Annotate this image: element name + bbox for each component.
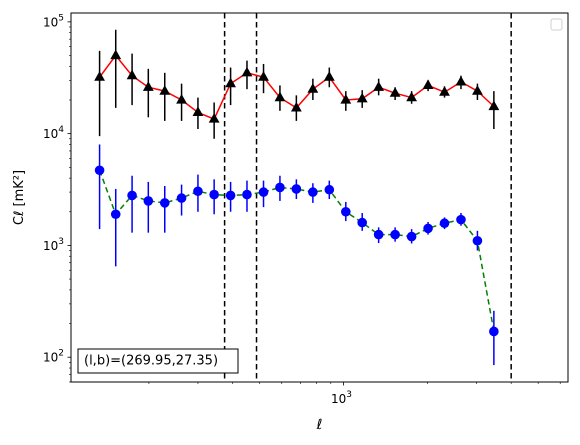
series-0-point xyxy=(159,85,171,95)
series-0-point xyxy=(142,81,154,91)
series-1-point xyxy=(472,235,483,246)
series-0-point xyxy=(340,93,352,104)
plot-area xyxy=(94,13,512,382)
legend-frame xyxy=(550,18,563,31)
series-1-point xyxy=(423,223,433,234)
y-tick-label: 105 xyxy=(43,13,64,29)
x-axis-label: ℓ xyxy=(316,417,323,433)
series-1-point xyxy=(373,229,384,240)
series-0-point xyxy=(455,75,467,86)
series-1-point xyxy=(341,206,351,217)
series-0-point xyxy=(406,91,418,102)
series-1-point xyxy=(456,214,466,225)
series-1-point xyxy=(209,189,219,200)
series-1-point xyxy=(225,190,236,201)
x-tick-label: 103 xyxy=(331,390,352,406)
legend xyxy=(550,18,563,31)
series-0-point xyxy=(126,69,138,80)
y-tick-label: 102 xyxy=(43,349,64,365)
y-axis-label: Cℓ [mK²] xyxy=(12,170,27,225)
plot-frame xyxy=(70,12,569,383)
series-1-point xyxy=(242,189,252,200)
series-0-point xyxy=(110,49,122,60)
series-1-point xyxy=(127,190,137,201)
series-1-point xyxy=(143,196,154,206)
series-0-point xyxy=(192,106,204,116)
series-1-point xyxy=(291,184,302,194)
axis-ticks: 102 103 104 105 103 xyxy=(43,13,561,406)
series-0-point xyxy=(389,87,401,97)
y-tick-label: 103 xyxy=(43,237,64,253)
series-1-point xyxy=(308,187,318,197)
annotation-frame xyxy=(77,348,239,374)
series-1-point xyxy=(94,165,105,176)
series-0-point xyxy=(176,93,187,104)
annotation-text: (l,b)=(269.95,27.35) xyxy=(84,354,218,369)
series-1-point xyxy=(275,182,285,193)
series-1-point xyxy=(193,186,203,197)
y-tick-label: 104 xyxy=(43,125,64,141)
series-1-point xyxy=(390,229,400,240)
series-0-point xyxy=(488,100,500,111)
series-0-point xyxy=(94,71,105,81)
series-0-point xyxy=(373,81,385,91)
series-1-point xyxy=(324,184,335,195)
series-1-point xyxy=(176,193,187,203)
series-1-point xyxy=(439,218,450,229)
series-0-point xyxy=(290,101,302,112)
series-0-point xyxy=(439,86,450,96)
series-1-point xyxy=(406,231,417,242)
series-0-point xyxy=(208,113,220,123)
series-0-point xyxy=(356,92,368,103)
series-1-point xyxy=(489,326,499,337)
series-1-point xyxy=(357,217,368,228)
annotation-box: (l,b)=(269.95,27.35) xyxy=(77,348,239,374)
series-0-point xyxy=(258,71,269,81)
series-0-point xyxy=(323,71,335,81)
series-0-point xyxy=(225,77,236,88)
series-0-point xyxy=(472,85,483,95)
series-1-point xyxy=(110,209,121,220)
series-0-point xyxy=(307,83,319,93)
series-0-point xyxy=(241,66,253,77)
series-1-point xyxy=(159,198,170,208)
series-0-point xyxy=(422,79,434,90)
series-0-point xyxy=(274,91,286,102)
series-1-point xyxy=(258,187,269,197)
